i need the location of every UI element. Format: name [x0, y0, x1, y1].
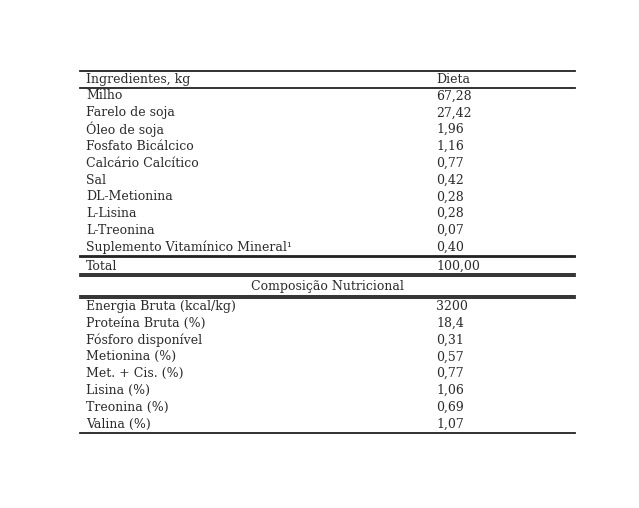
Text: 0,28: 0,28 [436, 207, 464, 220]
Text: Calcário Calcítico: Calcário Calcítico [86, 157, 199, 170]
Text: 67,28: 67,28 [436, 89, 472, 103]
Text: Sal: Sal [86, 174, 106, 186]
Text: 0,77: 0,77 [436, 157, 464, 170]
Text: Ingredientes, kg: Ingredientes, kg [86, 73, 190, 86]
Text: Composição Nutricional: Composição Nutricional [251, 279, 404, 293]
Text: 0,31: 0,31 [436, 334, 465, 346]
Text: Total: Total [86, 260, 118, 273]
Text: Metionina (%): Metionina (%) [86, 351, 176, 363]
Text: L-Lisina: L-Lisina [86, 207, 137, 220]
Text: DL-Metionina: DL-Metionina [86, 190, 173, 203]
Text: 1,16: 1,16 [436, 140, 465, 153]
Text: 0,42: 0,42 [436, 174, 464, 186]
Text: Proteína Bruta (%): Proteína Bruta (%) [86, 316, 206, 330]
Text: Dieta: Dieta [436, 73, 470, 86]
Text: 1,06: 1,06 [436, 384, 465, 397]
Text: Óleo de soja: Óleo de soja [86, 122, 164, 137]
Text: 0,40: 0,40 [436, 241, 465, 254]
Text: Fósforo disponível: Fósforo disponível [86, 333, 203, 347]
Text: Met. + Cis. (%): Met. + Cis. (%) [86, 367, 184, 380]
Text: Treonina (%): Treonina (%) [86, 401, 169, 414]
Text: 27,42: 27,42 [436, 106, 472, 119]
Text: Valina (%): Valina (%) [86, 418, 151, 431]
Text: 3200: 3200 [436, 300, 468, 313]
Text: Suplemento Vitamínico Mineral¹: Suplemento Vitamínico Mineral¹ [86, 241, 292, 254]
Text: 18,4: 18,4 [436, 316, 465, 330]
Text: 1,96: 1,96 [436, 123, 464, 136]
Text: Farelo de soja: Farelo de soja [86, 106, 175, 119]
Text: 1,07: 1,07 [436, 418, 464, 431]
Text: 0,07: 0,07 [436, 224, 464, 237]
Text: Lisina (%): Lisina (%) [86, 384, 150, 397]
Text: L-Treonina: L-Treonina [86, 224, 155, 237]
Text: 100,00: 100,00 [436, 260, 481, 273]
Text: Fosfato Bicálcico: Fosfato Bicálcico [86, 140, 194, 153]
Text: 0,57: 0,57 [436, 351, 464, 363]
Text: 0,77: 0,77 [436, 367, 464, 380]
Text: 0,28: 0,28 [436, 190, 464, 203]
Text: Energia Bruta (kcal/kg): Energia Bruta (kcal/kg) [86, 300, 236, 313]
Text: 0,69: 0,69 [436, 401, 464, 414]
Text: Milho: Milho [86, 89, 123, 103]
